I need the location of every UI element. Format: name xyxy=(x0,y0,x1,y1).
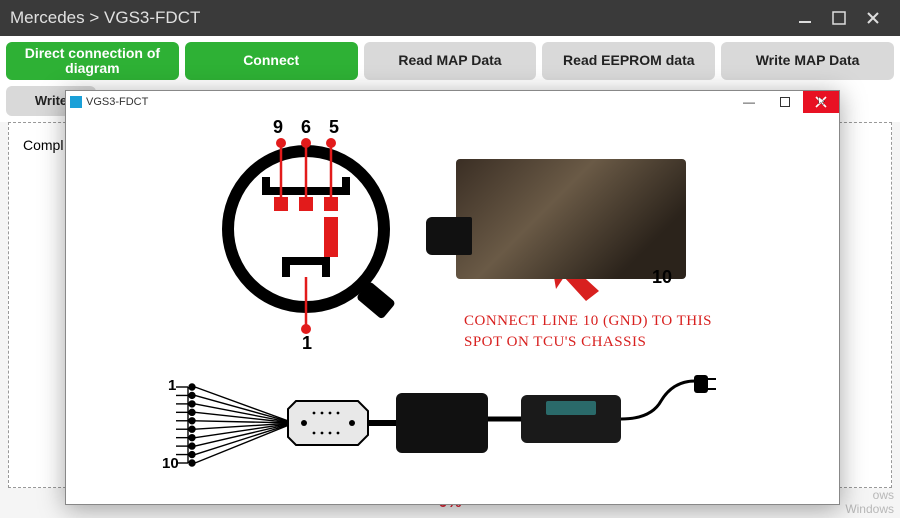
watermark-line2: Windows xyxy=(845,502,894,516)
main-titlebar: Mercedes > VGS3-FDCT xyxy=(0,0,900,36)
popup-titlebar: VGS3-FDCT — xyxy=(66,91,839,113)
read-eeprom-button[interactable]: Read EEPROM data xyxy=(542,42,715,80)
read-map-button[interactable]: Read MAP Data xyxy=(364,42,537,80)
pin-label-9: 9 xyxy=(273,117,283,138)
pin-label-5: 5 xyxy=(329,117,339,138)
maximize-icon[interactable] xyxy=(822,6,856,30)
popup-close-icon[interactable] xyxy=(803,91,839,113)
diagram-popup-window: VGS3-FDCT — xyxy=(65,90,840,505)
pin-label-1: 1 xyxy=(302,333,312,354)
diagram-area: 9 6 5 1 10 CONNECT LINE 10 (GND) TO THIS… xyxy=(126,119,779,498)
tcu-photo-placeholder xyxy=(456,159,686,279)
toolbar-row1: Direct connection of diagram Connect Rea… xyxy=(0,36,900,86)
popup-maximize-icon[interactable] xyxy=(767,91,803,113)
app-icon xyxy=(70,96,82,108)
status-complete-label: Compl xyxy=(19,133,67,157)
minimize-icon[interactable] xyxy=(788,6,822,30)
popup-body: 9 6 5 1 10 CONNECT LINE 10 (GND) TO THIS… xyxy=(66,113,839,504)
popup-minimize-icon[interactable]: — xyxy=(731,91,767,113)
watermark-line1: ows xyxy=(845,488,894,502)
harness-label-1: 1 xyxy=(168,377,176,394)
instruction-line2: SPOT ON TCU'S CHASSIS xyxy=(464,332,712,353)
write-map-button[interactable]: Write MAP Data xyxy=(721,42,894,80)
connect-button[interactable]: Connect xyxy=(185,42,358,80)
tcu-plug-placeholder xyxy=(426,217,472,255)
status-table: Compl xyxy=(17,131,69,159)
instruction-line1: CONNECT LINE 10 (GND) TO THIS xyxy=(464,311,712,332)
pin-label-10: 10 xyxy=(652,267,672,288)
direct-connection-button[interactable]: Direct connection of diagram xyxy=(6,42,179,80)
popup-title-text: VGS3-FDCT xyxy=(86,96,148,108)
harness-label-10: 10 xyxy=(162,455,179,472)
instruction-text: CONNECT LINE 10 (GND) TO THIS SPOT ON TC… xyxy=(464,311,712,353)
windows-watermark: ows Windows xyxy=(845,488,894,516)
breadcrumb: Mercedes > VGS3-FDCT xyxy=(10,8,788,28)
pin-label-6: 6 xyxy=(301,117,311,138)
close-icon[interactable] xyxy=(856,6,890,30)
